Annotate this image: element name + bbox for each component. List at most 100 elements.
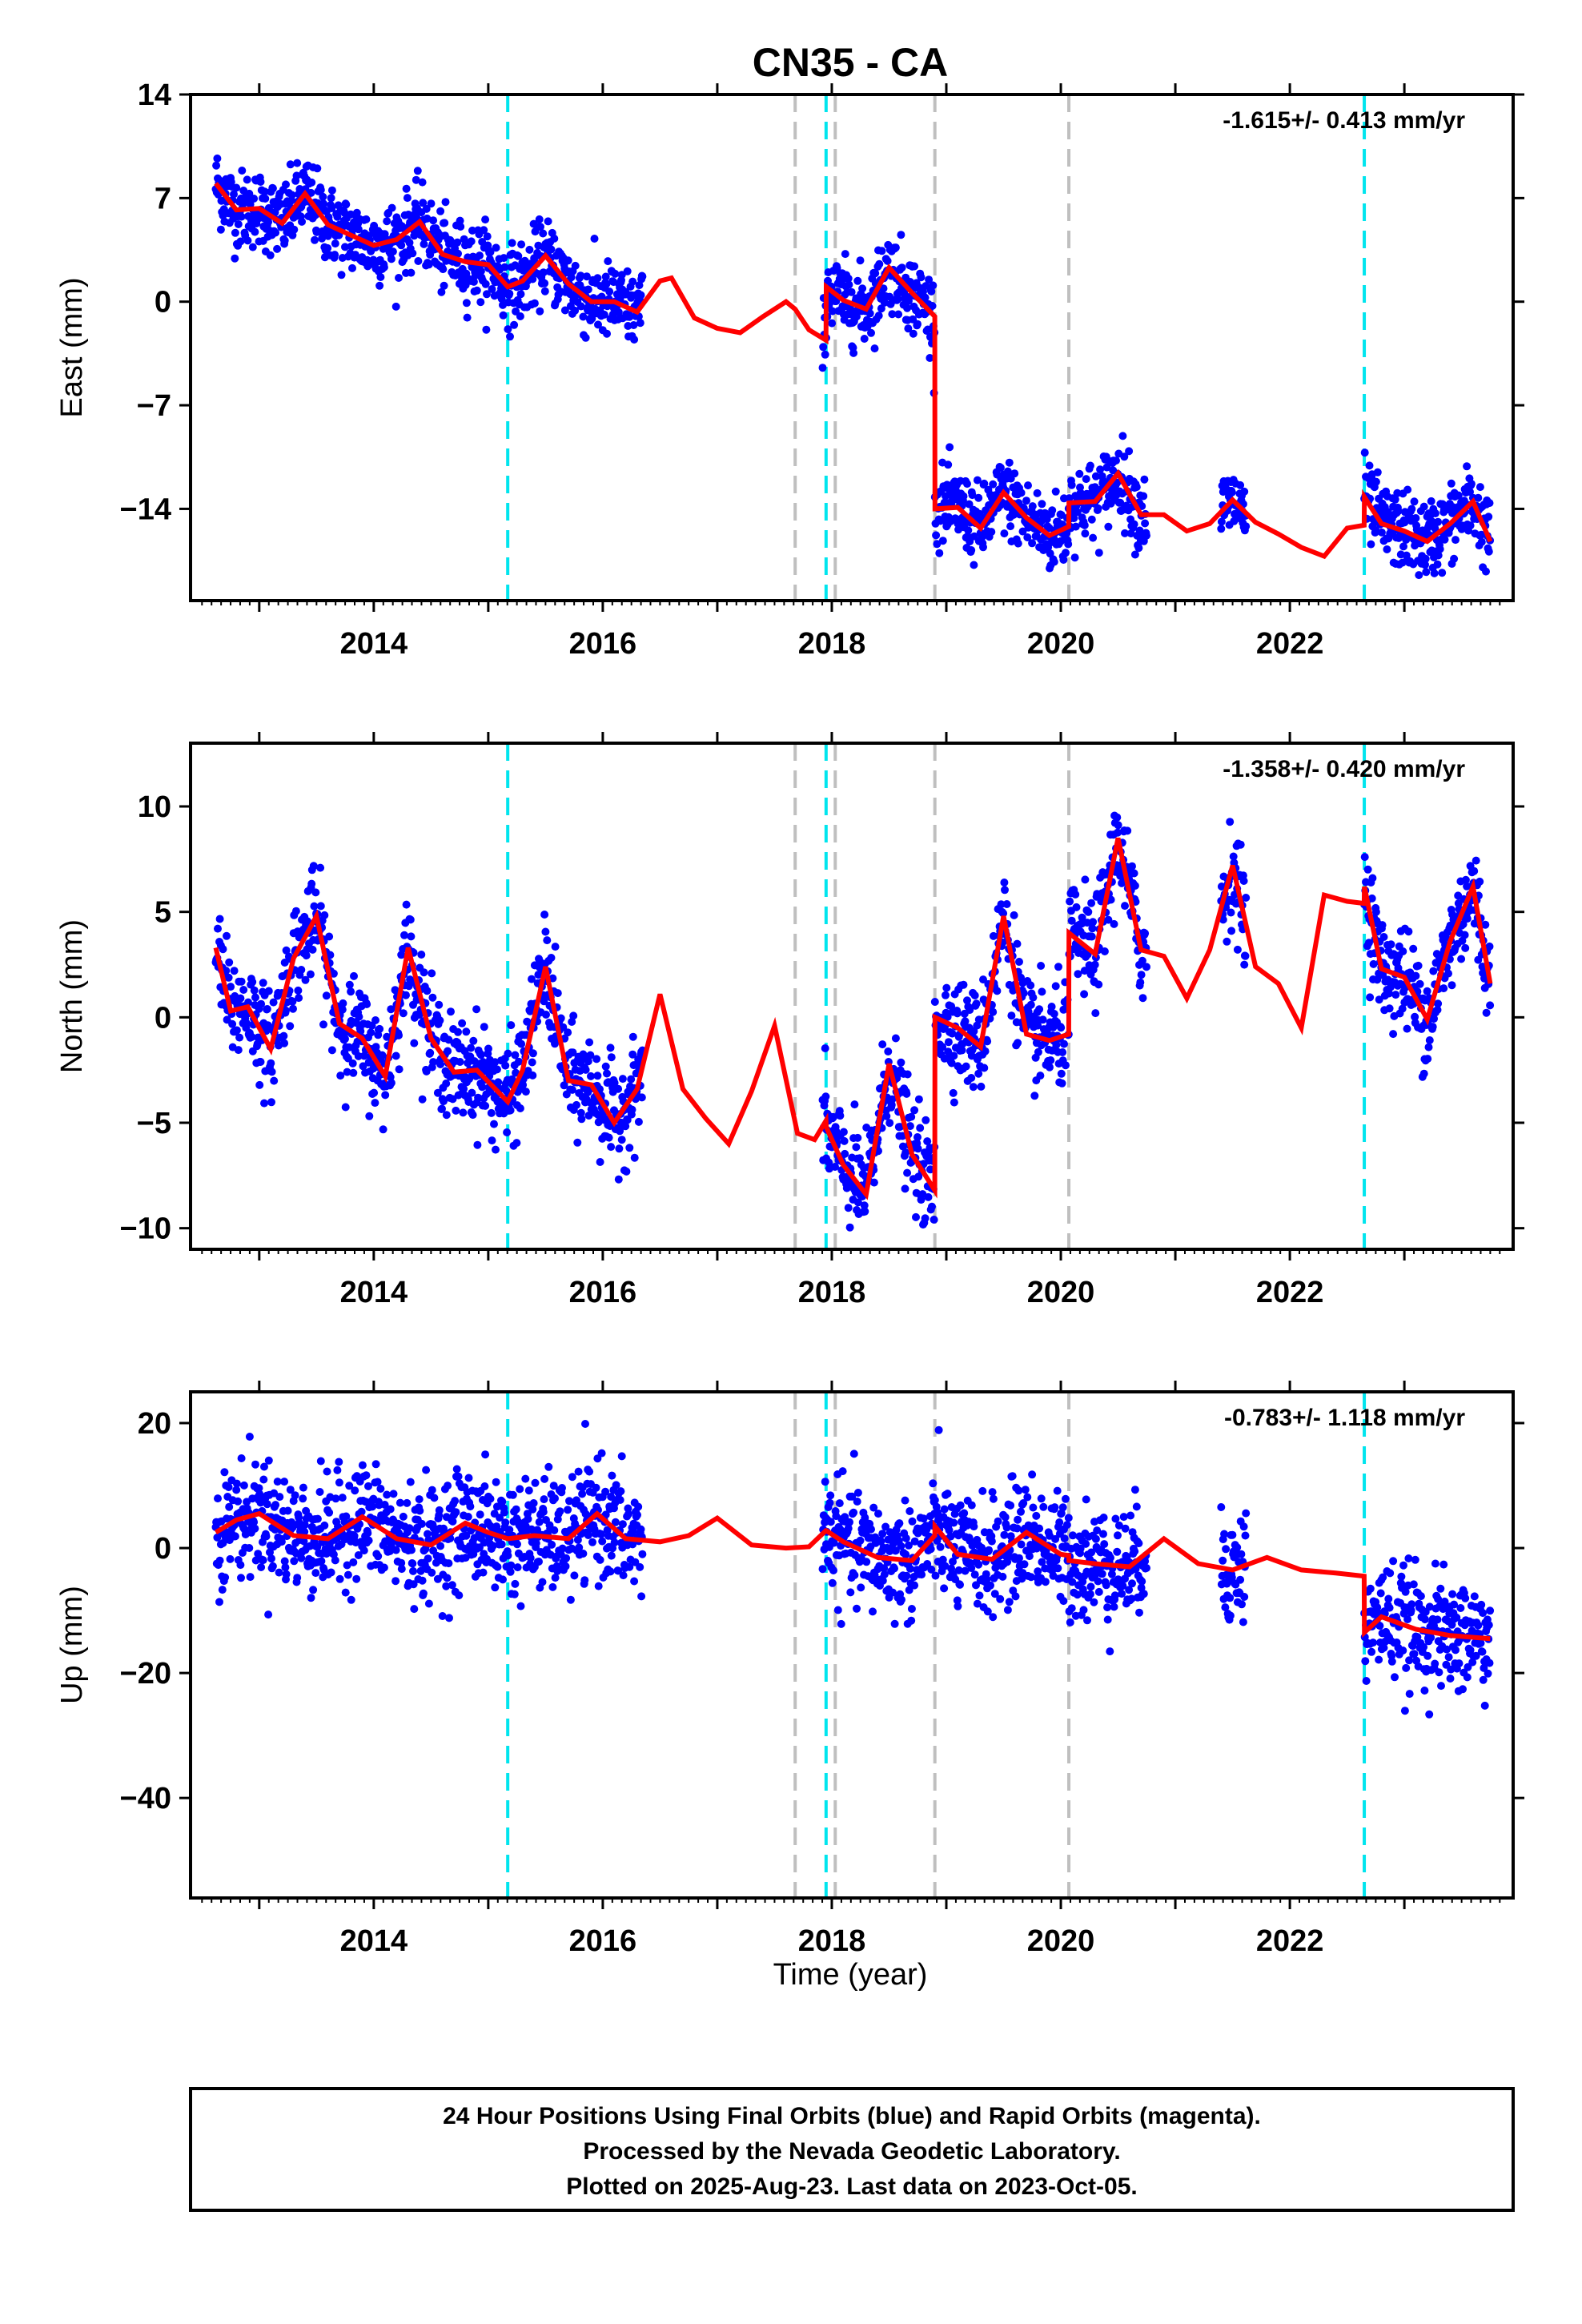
- data-point: [444, 1482, 452, 1490]
- data-point: [246, 200, 255, 209]
- data-point: [897, 231, 905, 239]
- data-point: [288, 997, 297, 1006]
- data-point: [343, 1054, 352, 1063]
- data-point: [860, 335, 869, 343]
- data-point: [967, 1074, 976, 1082]
- data-point: [928, 302, 937, 310]
- x-tick-label: 2020: [1027, 1276, 1095, 1309]
- data-point: [905, 1507, 914, 1515]
- data-point: [1428, 517, 1436, 526]
- data-point: [574, 1467, 583, 1476]
- data-point: [621, 1122, 630, 1131]
- data-point: [316, 186, 325, 195]
- data-point: [1460, 931, 1469, 939]
- data-point: [1419, 1069, 1428, 1078]
- data-point: [921, 1214, 930, 1223]
- data-point: [402, 900, 411, 909]
- data-point: [885, 1119, 894, 1128]
- data-point: [535, 1558, 543, 1566]
- data-point: [1461, 943, 1470, 952]
- data-point: [363, 1529, 372, 1538]
- data-point: [316, 863, 325, 872]
- x-tick-label: 2014: [340, 627, 408, 661]
- data-point: [280, 1039, 289, 1047]
- data-point: [1226, 818, 1235, 826]
- data-point: [943, 1490, 952, 1498]
- data-point: [1070, 514, 1078, 523]
- data-point: [903, 1168, 912, 1177]
- data-point: [317, 1557, 326, 1566]
- data-point: [541, 927, 550, 936]
- data-point: [874, 1510, 882, 1518]
- data-point: [826, 1491, 835, 1500]
- data-point: [301, 975, 310, 984]
- data-point: [310, 902, 319, 911]
- data-point: [1421, 554, 1430, 563]
- data-point: [367, 1028, 375, 1037]
- data-point: [634, 1117, 643, 1126]
- data-point: [1387, 940, 1395, 949]
- data-point: [1010, 469, 1019, 478]
- data-point: [617, 1136, 626, 1144]
- data-point: [593, 274, 602, 283]
- data-point: [375, 281, 384, 290]
- data-point: [874, 312, 883, 320]
- data-point: [959, 492, 968, 501]
- data-point: [481, 1450, 490, 1459]
- data-point: [844, 274, 853, 283]
- data-point: [1087, 899, 1096, 907]
- data-point: [315, 1488, 324, 1496]
- data-point: [456, 216, 464, 225]
- data-point: [248, 243, 257, 251]
- data-point: [428, 969, 436, 978]
- data-point: [1377, 528, 1386, 537]
- data-point: [234, 1046, 243, 1055]
- data-point: [630, 336, 639, 344]
- data-point: [551, 943, 560, 951]
- data-point: [234, 1497, 243, 1506]
- data-point: [580, 1576, 589, 1585]
- data-point: [267, 1098, 275, 1107]
- data-point: [228, 1019, 237, 1028]
- data-point: [577, 1115, 586, 1124]
- data-point: [542, 1011, 550, 1019]
- data-point: [349, 1558, 358, 1566]
- data-point: [1084, 907, 1093, 916]
- data-point: [333, 1466, 342, 1474]
- data-point: [1070, 553, 1079, 562]
- data-point: [414, 257, 423, 265]
- data-point: [464, 1474, 473, 1482]
- data-point: [845, 1518, 853, 1526]
- data-point: [480, 1482, 489, 1490]
- data-point: [553, 989, 562, 998]
- data-point: [891, 1034, 900, 1043]
- data-point: [1094, 504, 1102, 513]
- data-point: [530, 299, 539, 308]
- data-point: [1410, 497, 1419, 506]
- x-tick-label: 2022: [1256, 627, 1324, 661]
- data-point: [1130, 882, 1139, 890]
- data-point: [441, 198, 450, 207]
- data-point: [534, 971, 543, 979]
- data-point: [1433, 560, 1442, 569]
- data-point: [331, 251, 339, 259]
- data-point: [871, 269, 880, 278]
- data-point: [562, 1554, 571, 1562]
- data-point: [464, 1059, 472, 1068]
- data-point: [327, 1568, 335, 1577]
- data-point: [576, 1108, 585, 1117]
- data-point: [627, 1075, 636, 1084]
- data-point: [1087, 515, 1096, 524]
- data-point: [970, 561, 978, 569]
- data-point: [921, 293, 930, 302]
- data-point: [1435, 545, 1444, 553]
- data-point: [853, 1489, 862, 1497]
- data-point: [506, 332, 514, 341]
- data-point: [476, 298, 485, 307]
- data-point: [949, 1088, 958, 1097]
- data-point: [428, 1486, 436, 1494]
- data-point: [1373, 468, 1382, 476]
- data-point: [362, 215, 371, 223]
- data-point: [845, 1223, 854, 1232]
- data-point: [224, 973, 233, 982]
